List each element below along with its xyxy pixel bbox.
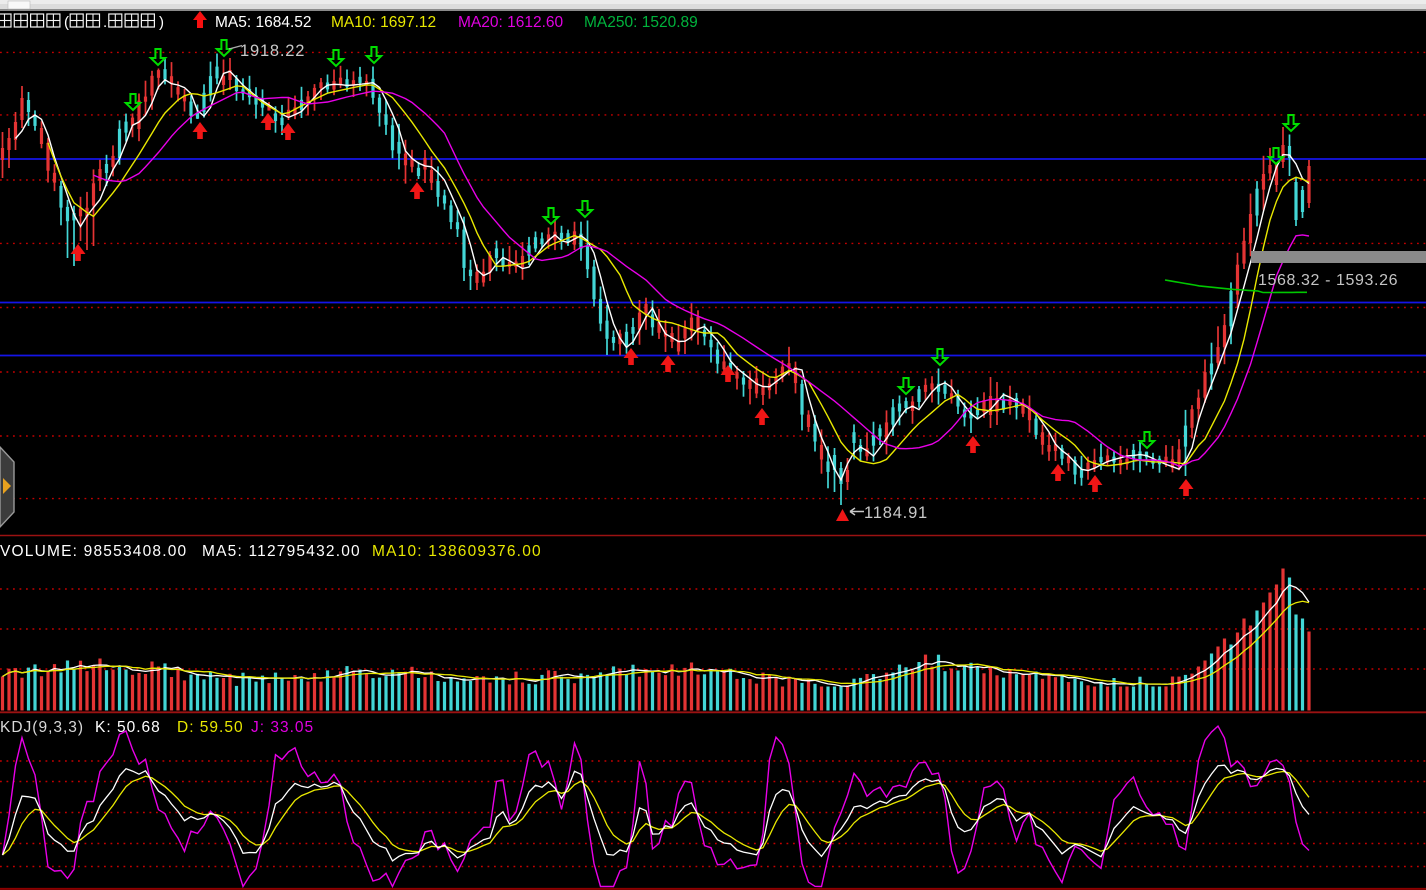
svg-text:(: ( bbox=[64, 14, 69, 31]
svg-text:MA250: 1520.89: MA250: 1520.89 bbox=[584, 14, 698, 31]
svg-text:MA20: 1612.60: MA20: 1612.60 bbox=[458, 14, 564, 31]
svg-text:J: 33.05: J: 33.05 bbox=[251, 719, 314, 736]
svg-text:K: 50.68: K: 50.68 bbox=[95, 719, 161, 736]
svg-text:.: . bbox=[103, 14, 107, 31]
svg-text:MA10: 138609376.00: MA10: 138609376.00 bbox=[372, 543, 542, 560]
svg-text:MA5: 112795432.00: MA5: 112795432.00 bbox=[202, 543, 361, 560]
svg-text:MA10: 1697.12: MA10: 1697.12 bbox=[331, 14, 436, 31]
svg-text:KDJ(9,3,3): KDJ(9,3,3) bbox=[0, 719, 84, 736]
svg-text:): ) bbox=[159, 14, 164, 31]
svg-text:MA5: 1684.52: MA5: 1684.52 bbox=[215, 14, 312, 31]
svg-text:1918.22: 1918.22 bbox=[240, 42, 305, 60]
svg-text:D: 59.50: D: 59.50 bbox=[177, 719, 244, 736]
svg-text:1184.91: 1184.91 bbox=[864, 504, 928, 522]
svg-text:1568.32 - 1593.26: 1568.32 - 1593.26 bbox=[1258, 272, 1398, 289]
svg-text:VOLUME: 98553408.00: VOLUME: 98553408.00 bbox=[0, 543, 187, 560]
